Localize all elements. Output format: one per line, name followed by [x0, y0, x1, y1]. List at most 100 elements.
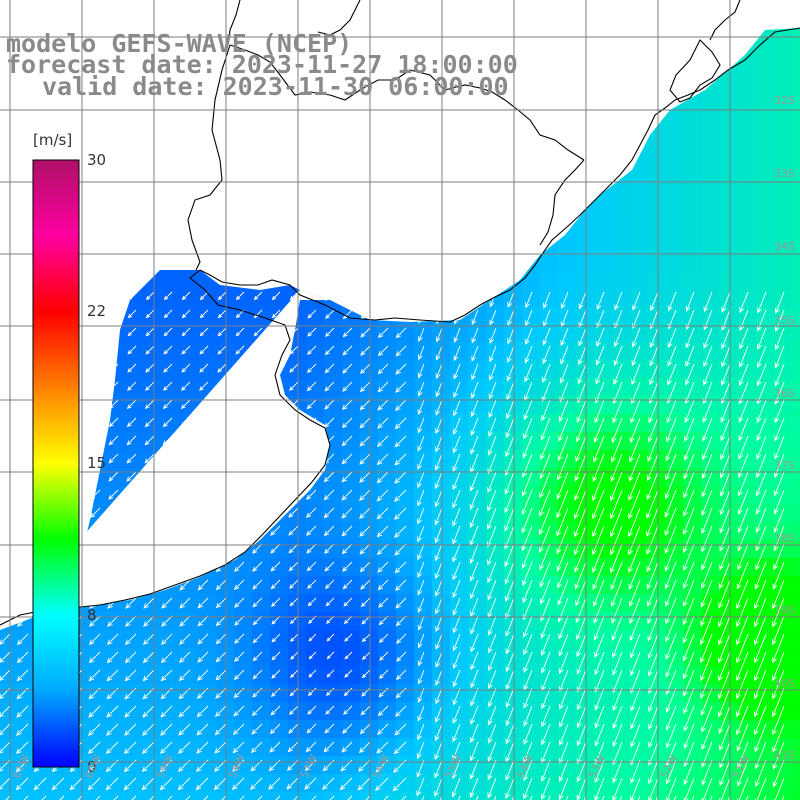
speed-cell: [558, 342, 577, 361]
wind-arrow: [376, 435, 389, 448]
speed-cell: [396, 792, 415, 800]
wind-arrow: [395, 381, 407, 393]
wind-arrow: [199, 381, 209, 391]
speed-cell: [90, 648, 109, 667]
wind-arrow: [577, 363, 587, 385]
speed-cell: [630, 774, 649, 793]
wind-arrow: [721, 345, 731, 368]
wind-arrow: [596, 327, 605, 347]
wind-arrow: [470, 417, 479, 436]
speed-cell: [180, 756, 199, 775]
speed-cell: [738, 270, 757, 289]
speed-cell: [558, 648, 577, 667]
wind-arrow: [576, 399, 587, 423]
wind-arrow: [539, 561, 551, 588]
speed-cell: [720, 414, 739, 433]
speed-cell: [774, 756, 793, 775]
speed-cell: [324, 450, 343, 469]
speed-cell: [450, 324, 469, 343]
latitude-label: 34S: [774, 240, 795, 253]
speed-cell: [558, 378, 577, 397]
wind-arrow: [177, 777, 191, 791]
speed-cell: [90, 792, 109, 800]
wind-arrow: [452, 669, 461, 688]
speed-cell: [612, 612, 631, 631]
wind-arrow: [217, 309, 227, 319]
wind-arrow: [308, 633, 317, 642]
speed-cell: [666, 486, 685, 505]
latitude-label: 36S: [774, 387, 795, 400]
speed-cell: [180, 684, 199, 703]
speed-cell: [468, 630, 487, 649]
speed-cell: [180, 306, 199, 325]
wind-arrow: [539, 453, 551, 480]
wind-arrow: [452, 417, 461, 435]
speed-cell: [522, 450, 541, 469]
speed-cell: [558, 234, 577, 253]
speed-cell: [720, 90, 739, 109]
speed-cell: [558, 468, 577, 487]
wind-arrow: [667, 345, 677, 367]
speed-cell: [576, 234, 595, 253]
wind-arrow: [325, 687, 335, 697]
wind-arrow: [504, 561, 515, 585]
wind-arrow: [631, 363, 641, 386]
speed-cell: [630, 252, 649, 271]
coastlines: [0, 0, 800, 626]
speed-cell: [324, 468, 343, 487]
wind-arrow: [217, 327, 227, 337]
speed-cell: [612, 702, 631, 721]
wind-arrow: [470, 723, 479, 744]
speed-cell: [360, 648, 379, 667]
wind-arrow: [160, 705, 173, 718]
wind-arrow: [755, 543, 767, 571]
wind-arrow: [452, 579, 461, 599]
speed-cell: [684, 666, 703, 685]
speed-cell: [306, 396, 325, 415]
speed-cell: [774, 162, 793, 181]
speed-cell: [558, 486, 577, 505]
speed-cell: [648, 270, 667, 289]
wind-arrow: [341, 489, 353, 501]
wind-arrow: [504, 471, 515, 495]
wind-arrow: [344, 651, 353, 660]
speed-cell: [108, 792, 127, 800]
speed-cell: [306, 684, 325, 703]
speed-cell: [144, 720, 163, 739]
speed-cell: [450, 702, 469, 721]
speed-cell: [324, 342, 343, 361]
wind-arrow: [257, 795, 263, 800]
speed-cell: [162, 612, 181, 631]
wind-arrow: [341, 525, 353, 537]
wind-arrow: [504, 543, 515, 568]
wind-arrow: [417, 507, 425, 525]
speed-cell: [270, 288, 289, 307]
wind-arrow: [757, 291, 767, 314]
wind-arrow: [88, 633, 101, 646]
speed-cell: [576, 378, 595, 397]
wind-arrow: [143, 597, 155, 609]
speed-cell: [738, 684, 757, 703]
wind-arrow: [180, 399, 191, 410]
wind-arrow: [699, 615, 713, 646]
speed-cell: [306, 702, 325, 721]
wind-arrow: [612, 687, 623, 712]
speed-cell: [504, 342, 523, 361]
wind-arrow: [773, 471, 785, 497]
speed-cell: [414, 468, 433, 487]
speed-cell: [666, 288, 685, 307]
wind-arrow: [557, 579, 569, 606]
speed-cell: [738, 108, 757, 127]
wind-arrow: [289, 363, 299, 373]
wind-arrow: [304, 777, 317, 790]
wind-arrow: [145, 327, 155, 337]
speed-cell: [396, 774, 415, 793]
speed-cell: [630, 522, 649, 541]
speed-cell: [252, 684, 271, 703]
wind-arrow: [178, 705, 191, 718]
wind-arrow: [720, 399, 731, 423]
speed-cell: [342, 648, 361, 667]
speed-cell: [792, 270, 800, 289]
speed-cell: [540, 594, 559, 613]
wind-arrow: [596, 291, 605, 310]
